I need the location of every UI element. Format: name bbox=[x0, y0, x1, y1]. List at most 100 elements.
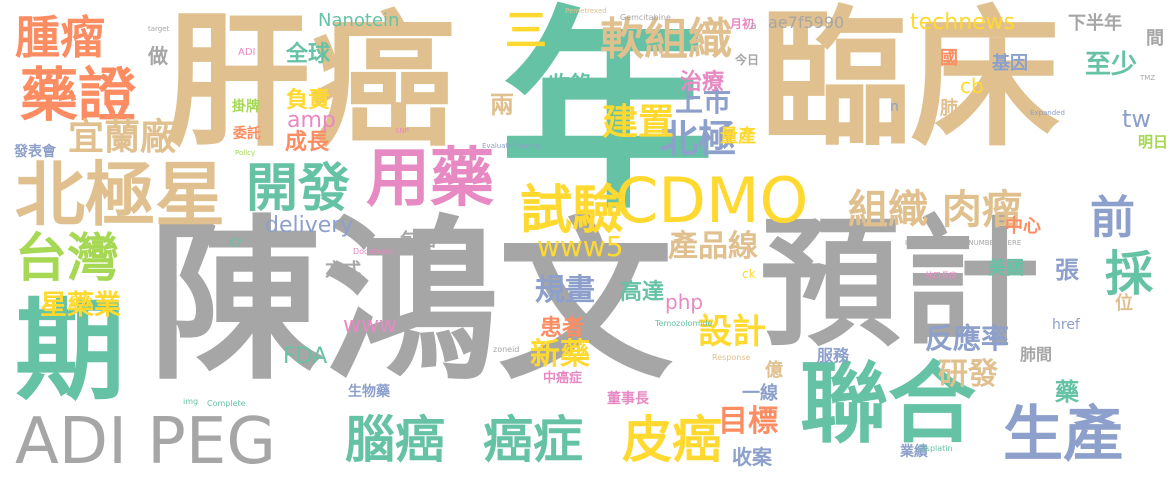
word: 億 bbox=[765, 360, 783, 381]
word: 星藥業 bbox=[40, 290, 121, 321]
word: 開發 bbox=[246, 159, 351, 219]
word: 新藥 bbox=[530, 337, 590, 372]
word: 試驗 bbox=[520, 181, 625, 241]
word: ADI PEG bbox=[15, 405, 276, 479]
word: 成長 bbox=[285, 130, 330, 155]
word: Complete bbox=[207, 399, 246, 408]
word: ADI bbox=[238, 47, 256, 58]
word: 業績 bbox=[900, 444, 928, 460]
word: 全球 bbox=[286, 42, 331, 67]
word: 三 bbox=[505, 6, 548, 55]
word: INSERT_RANDOM_NUMBER_HERE bbox=[905, 239, 1022, 247]
word: Response bbox=[712, 353, 751, 362]
word: 位 bbox=[1115, 293, 1133, 314]
word: 癌症 bbox=[483, 411, 583, 469]
word: 宜蘭廠 bbox=[68, 117, 177, 158]
word: Gemcitabine bbox=[620, 13, 671, 22]
word: 生產 bbox=[1003, 400, 1123, 470]
word: 方式 bbox=[325, 260, 361, 281]
word: 做 bbox=[148, 44, 168, 68]
word: 明日 bbox=[1138, 133, 1169, 151]
word: cb bbox=[960, 74, 984, 98]
word: 設計 bbox=[698, 312, 766, 352]
word: 包括 bbox=[400, 230, 436, 251]
word: 美國 bbox=[988, 258, 1024, 279]
word: 規畫 bbox=[535, 273, 595, 308]
word: www bbox=[343, 313, 397, 338]
word: Nanotein bbox=[318, 10, 400, 31]
word: TMZ bbox=[1140, 74, 1156, 82]
word: 肺 bbox=[940, 98, 958, 119]
word: n bbox=[890, 99, 899, 115]
word: 發表會 bbox=[14, 144, 56, 160]
word: CDMO bbox=[615, 164, 809, 237]
word: 反應率 bbox=[925, 322, 1010, 355]
word: 臨床 bbox=[760, 0, 1061, 167]
word: a bbox=[750, 19, 757, 32]
word: target bbox=[148, 25, 170, 33]
word: 委託 bbox=[233, 126, 261, 142]
word: Pemetrexed bbox=[565, 7, 607, 15]
word: 用藥 bbox=[366, 142, 494, 216]
word: tw bbox=[1122, 105, 1152, 133]
word: 年 bbox=[500, 0, 715, 238]
word: KY bbox=[228, 236, 243, 250]
word: 負責 bbox=[286, 88, 331, 113]
word: zoneid bbox=[493, 345, 520, 354]
word: 北極星 bbox=[15, 154, 225, 236]
word: href bbox=[1052, 317, 1080, 333]
word: ck bbox=[742, 267, 756, 281]
word: 量產 bbox=[720, 126, 756, 147]
word: technews bbox=[910, 10, 1016, 35]
word: 收錄 bbox=[548, 73, 593, 98]
word: 國 bbox=[940, 48, 958, 69]
word: 肺間 bbox=[1020, 345, 1053, 364]
word: 林口長庚 bbox=[925, 271, 957, 280]
word: 期 bbox=[15, 287, 125, 415]
word: 上市 bbox=[675, 85, 732, 118]
word: Expanded bbox=[1030, 109, 1065, 117]
word: php bbox=[665, 290, 704, 314]
word: 高達 bbox=[620, 280, 665, 305]
word: 一線 bbox=[742, 383, 778, 404]
word: www5 bbox=[537, 230, 624, 263]
word: 陳鴻文 bbox=[148, 201, 673, 404]
word: 目標 bbox=[718, 404, 778, 439]
word: 建置 bbox=[602, 102, 675, 143]
word: EvaluatePharma bbox=[482, 142, 540, 150]
word: 患者 bbox=[540, 316, 585, 341]
word: 收案 bbox=[732, 445, 772, 469]
word: 兩 bbox=[490, 91, 514, 119]
word: 服務 bbox=[817, 346, 850, 365]
word: 中心 bbox=[1005, 216, 1041, 237]
word: 掛牌 bbox=[232, 99, 260, 115]
word: 預計 bbox=[760, 203, 1041, 366]
word: 前 bbox=[1090, 191, 1136, 244]
word: ae7f5990 bbox=[768, 13, 845, 32]
word: amp bbox=[287, 108, 336, 133]
word: 治療 bbox=[680, 70, 725, 95]
word: 採 bbox=[1105, 246, 1154, 302]
word: 軟組織 bbox=[600, 14, 732, 65]
word: Cisplatin bbox=[918, 444, 953, 453]
word: Policy bbox=[235, 149, 256, 157]
word: 聯合 bbox=[800, 352, 977, 455]
word: 藥證 bbox=[20, 61, 137, 129]
word: 組織 肉瘤 bbox=[848, 187, 1022, 233]
word: 生物藥 bbox=[348, 384, 390, 400]
word: 北極 bbox=[660, 117, 737, 161]
word: 腦癌 bbox=[345, 411, 445, 469]
word: 研發 bbox=[938, 357, 998, 392]
word: 基因 bbox=[992, 53, 1028, 74]
word: 藥 bbox=[1055, 378, 1079, 406]
word: 間 bbox=[1146, 28, 1164, 49]
word: Docetaxel bbox=[353, 247, 394, 256]
word: 下半年 bbox=[1068, 13, 1122, 34]
word: 腫瘤 bbox=[15, 11, 106, 64]
word: 台灣 bbox=[15, 229, 120, 289]
word: 產品線 bbox=[668, 229, 758, 264]
word: 董事長 bbox=[607, 391, 649, 407]
word: 肝癌 bbox=[165, 0, 455, 167]
word: 皮癌 bbox=[622, 411, 722, 469]
